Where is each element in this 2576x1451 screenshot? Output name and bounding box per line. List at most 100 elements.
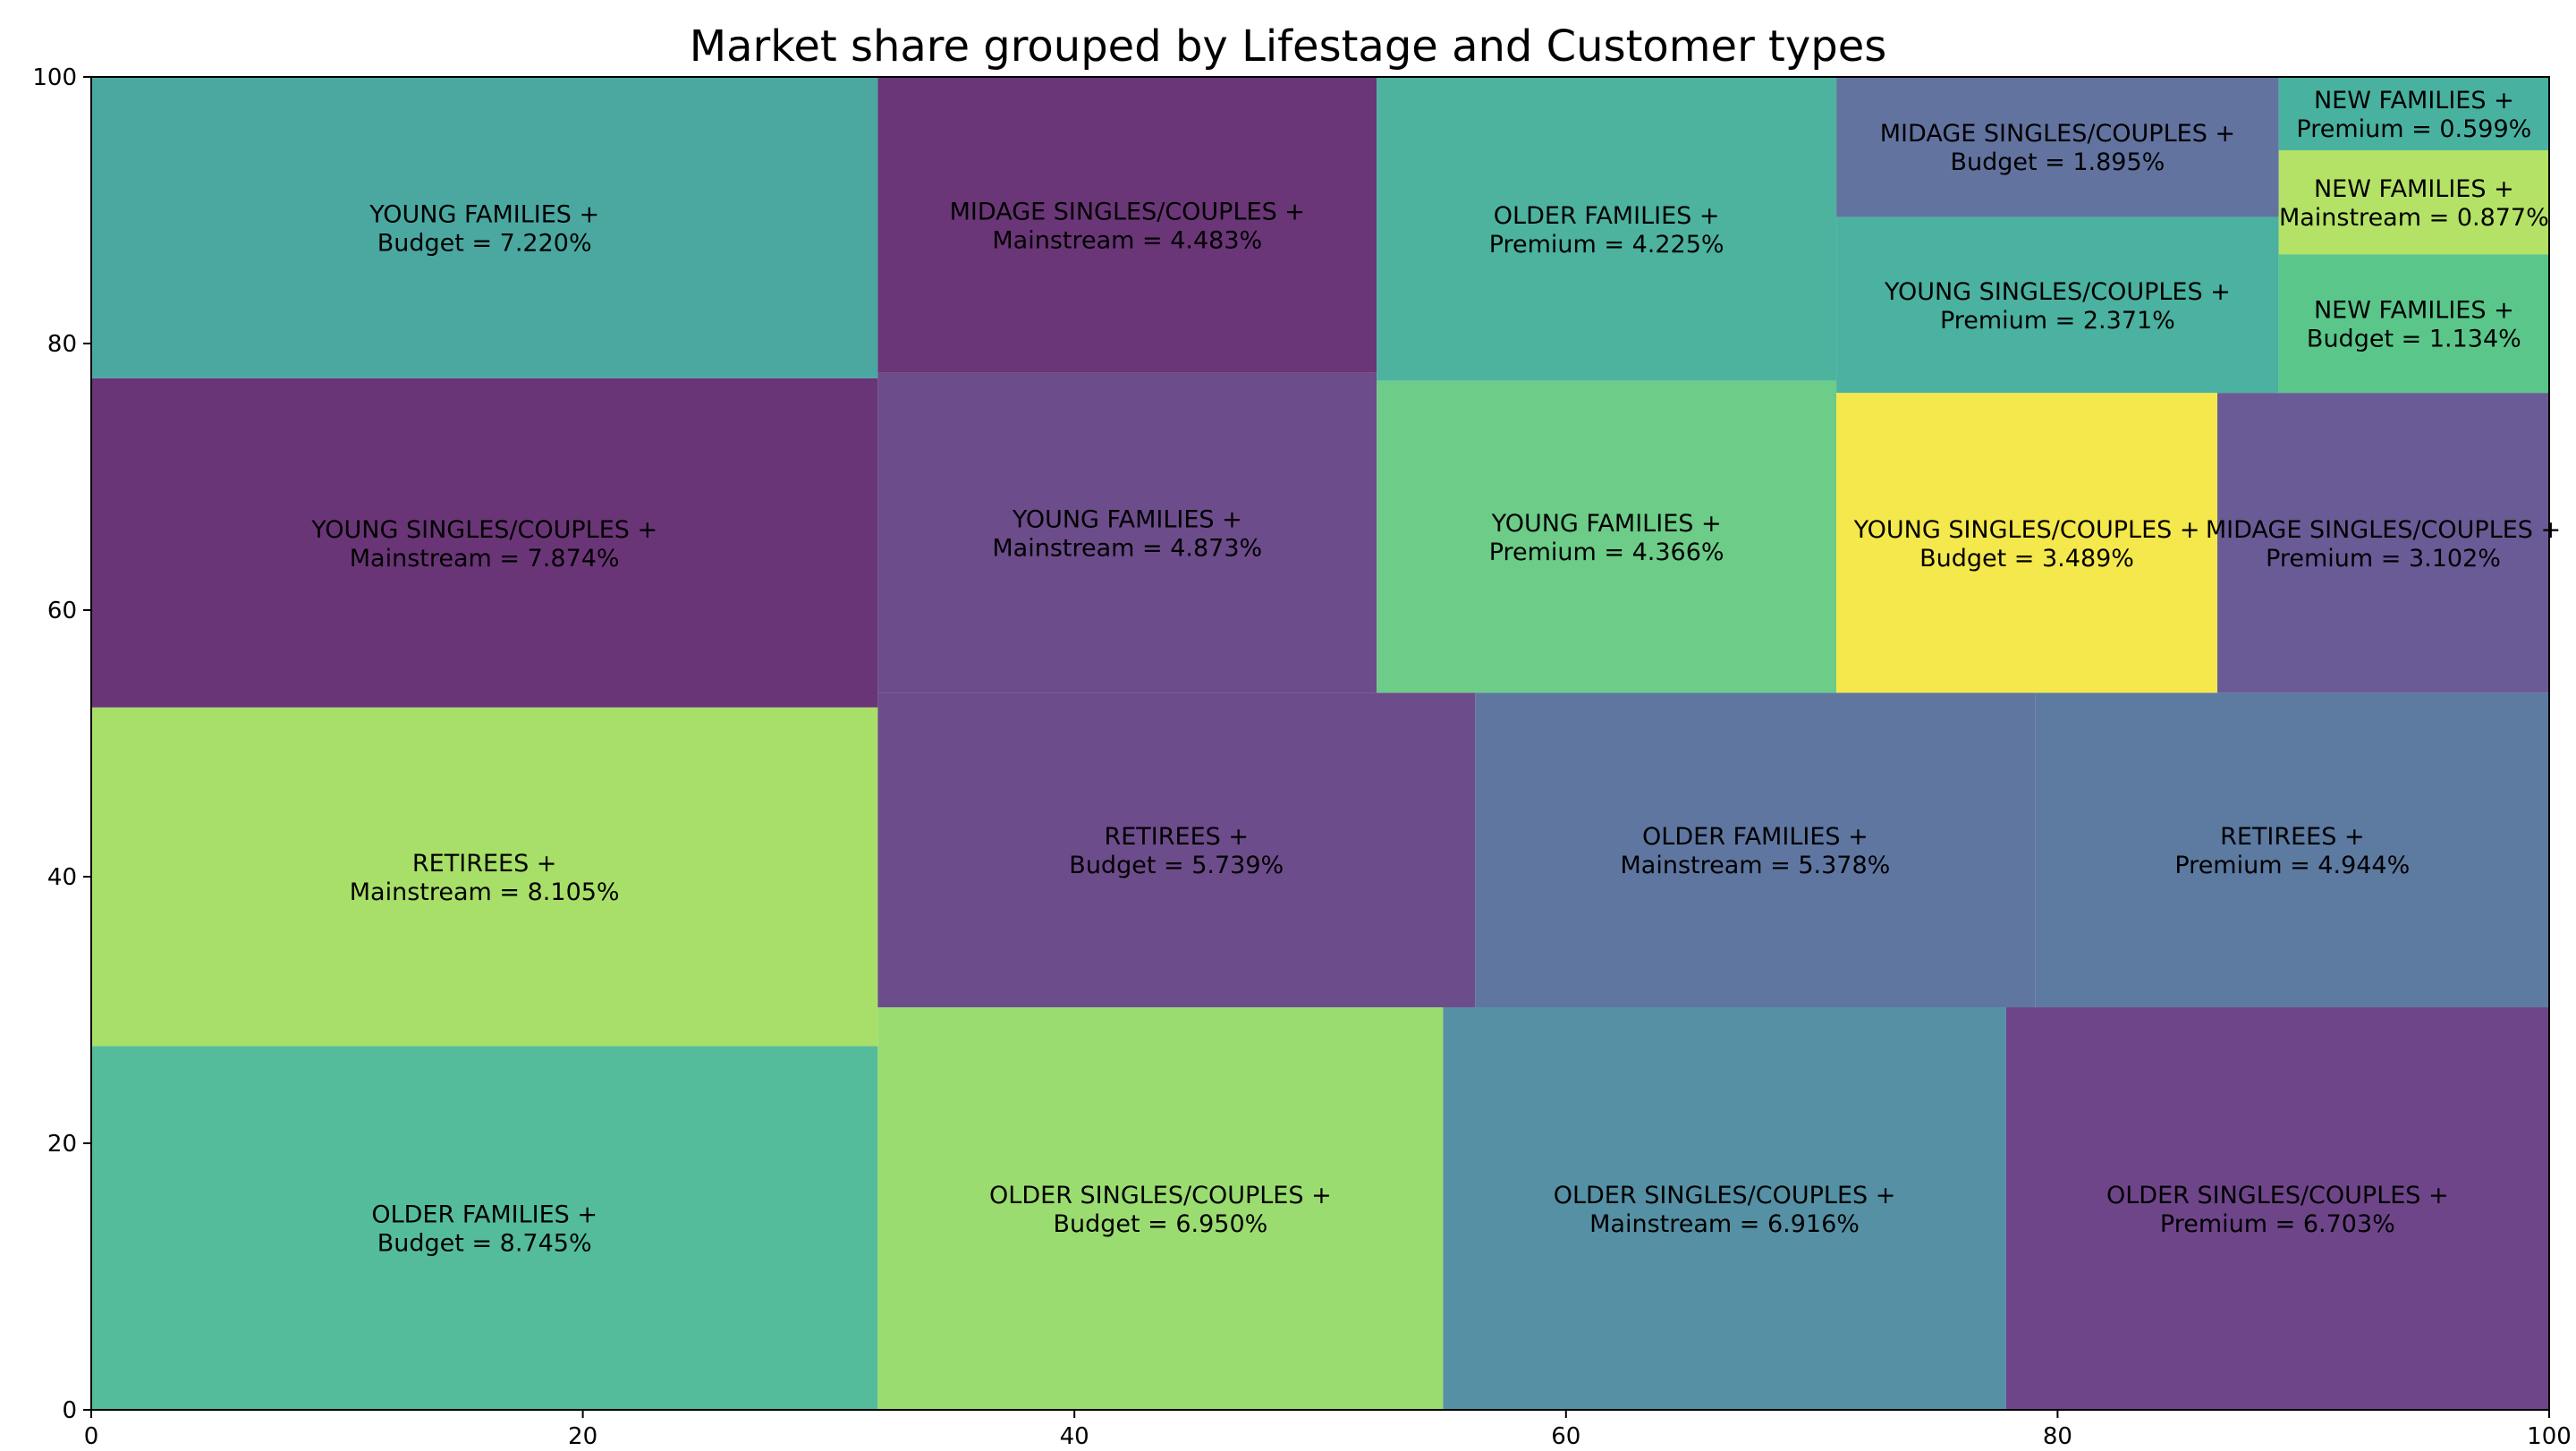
treemap-cell: NEW FAMILIES + Mainstream = 0.877%: [2278, 149, 2549, 255]
treemap-cell-rect: [2035, 692, 2549, 1008]
treemap-cell-label: NEW FAMILIES + Mainstream = 0.877%: [2279, 175, 2549, 232]
cell-label-line1: RETIREES +: [412, 850, 557, 878]
cell-label-line1: OLDER SINGLES/COUPLES +: [2106, 1182, 2449, 1209]
cell-label-line1: OLDER SINGLES/COUPLES +: [989, 1182, 1332, 1209]
cell-label-line2: Budget = 3.489%: [1919, 545, 2134, 573]
y-tick-label: 60: [47, 598, 77, 624]
cell-label-line1: YOUNG SINGLES/COUPLES +: [1884, 278, 2231, 306]
cell-label-line2: Mainstream = 4.483%: [992, 226, 1262, 254]
treemap-cell-rect: [1377, 380, 1837, 693]
y-tick-label: 0: [62, 1397, 77, 1424]
cell-label-line1: OLDER SINGLES/COUPLES +: [1554, 1182, 1896, 1209]
cell-label-line1: NEW FAMILIES +: [2314, 297, 2514, 325]
treemap-cell-rect: [877, 692, 1476, 1008]
treemap-cell-rect: [2005, 1007, 2549, 1410]
cell-label-line2: Budget = 8.745%: [377, 1230, 592, 1258]
y-tick-label: 20: [47, 1131, 77, 1158]
cell-label-line2: Mainstream = 7.874%: [350, 545, 620, 573]
treemap-cell-label: NEW FAMILIES + Premium = 0.599%: [2296, 87, 2531, 143]
treemap-cell: YOUNG SINGLES/COUPLES + Budget = 3.489%: [1836, 393, 2218, 693]
cell-label-line2: Budget = 1.134%: [2307, 326, 2521, 353]
y-tick-label: 40: [47, 864, 77, 891]
chart-title: Market share grouped by Lifestage and Cu…: [690, 21, 1887, 72]
treemap-cell-label: RETIREES + Budget = 5.739%: [1069, 823, 1284, 879]
treemap-cell: YOUNG SINGLES/COUPLES + Mainstream = 7.87…: [91, 378, 878, 708]
treemap-cell: RETIREES + Mainstream = 8.105%: [91, 707, 878, 1047]
cell-label-line2: Premium = 4.944%: [2174, 852, 2410, 879]
x-tick-label: 40: [1060, 1423, 1089, 1450]
treemap-cell: OLDER FAMILIES + Mainstream = 5.378%: [1475, 692, 2036, 1008]
cell-label-line1: YOUNG SINGLES/COUPLES +: [1853, 516, 2200, 544]
cell-label-line2: Premium = 2.371%: [1940, 307, 2175, 335]
treemap-cell: OLDER FAMILIES + Budget = 8.745%: [91, 1046, 878, 1410]
treemap-cell: MIDAGE SINGLES/COUPLES + Budget = 1.895%: [1836, 77, 2279, 217]
treemap-cell-rect: [1377, 77, 1837, 381]
axes-frame: [90, 76, 2550, 1411]
cell-label-line1: OLDER FAMILIES +: [371, 1201, 597, 1229]
treemap-cell-label: RETIREES + Mainstream = 8.105%: [350, 850, 620, 906]
treemap-cell-rect: [877, 372, 1377, 693]
cell-label-line2: Budget = 6.950%: [1053, 1210, 1267, 1238]
treemap-cell-rect: [91, 378, 878, 708]
treemap-cell-label: YOUNG FAMILIES + Premium = 4.366%: [1489, 510, 1724, 566]
treemap-cell-label: OLDER SINGLES/COUPLES + Budget = 6.950%: [989, 1182, 1332, 1238]
cell-label-line2: Mainstream = 6.916%: [1589, 1210, 1860, 1238]
cell-label-line1: MIDAGE SINGLES/COUPLES +: [950, 198, 1305, 225]
treemap-cell: RETIREES + Budget = 5.739%: [877, 692, 1476, 1008]
treemap-cell-rect: [1836, 393, 2218, 693]
treemap-cell-rect: [2278, 254, 2549, 394]
treemap-cell-label: YOUNG SINGLES/COUPLES + Budget = 3.489%: [1853, 516, 2200, 573]
cell-label-line2: Premium = 4.225%: [1489, 231, 1724, 259]
cell-label-line2: Budget = 5.739%: [1069, 852, 1284, 879]
treemap-cell-label: YOUNG FAMILIES + Mainstream = 4.873%: [992, 506, 1262, 563]
cell-label-line2: Mainstream = 0.877%: [2279, 204, 2549, 232]
treemap-cell-label: OLDER FAMILIES + Mainstream = 5.378%: [1620, 823, 1890, 879]
cell-label-line2: Mainstream = 8.105%: [350, 878, 620, 906]
treemap-cell: NEW FAMILIES + Budget = 1.134%: [2278, 254, 2549, 394]
treemap-cell-rect: [877, 77, 1377, 373]
cell-label-line1: NEW FAMILIES +: [2314, 175, 2514, 203]
treemap-cell-rect: [2278, 77, 2549, 150]
cell-label-line1: YOUNG FAMILIES +: [1012, 506, 1242, 534]
cell-label-line1: RETIREES +: [2220, 823, 2365, 851]
treemap-cell-label: NEW FAMILIES + Budget = 1.134%: [2307, 297, 2521, 353]
treemap-cell-rect: [877, 1007, 1444, 1410]
treemap-cell-rect: [1443, 1007, 2006, 1410]
cell-label-line2: Premium = 0.599%: [2296, 115, 2531, 143]
cell-label-line2: Premium = 6.703%: [2160, 1210, 2395, 1238]
cell-label-line1: OLDER FAMILIES +: [1642, 823, 1868, 851]
cell-label-line2: Budget = 1.895%: [1950, 148, 2165, 176]
treemap-cells: OLDER FAMILIES + Budget = 8.745%RETIREES …: [91, 77, 2561, 1410]
cell-label-line2: Mainstream = 4.873%: [992, 535, 1262, 563]
treemap-cell-rect: [91, 77, 878, 378]
treemap-cell-rect: [1836, 77, 2279, 217]
x-tick-label: 0: [84, 1423, 99, 1450]
cell-label-line1: YOUNG FAMILIES +: [369, 200, 599, 228]
cell-label-line1: OLDER FAMILIES +: [1494, 202, 1720, 230]
cell-label-line1: MIDAGE SINGLES/COUPLES +: [2206, 516, 2561, 544]
treemap-cell-label: OLDER SINGLES/COUPLES + Premium = 6.703%: [2106, 1182, 2449, 1238]
treemap-cell-label: OLDER SINGLES/COUPLES + Mainstream = 6.91…: [1554, 1182, 1896, 1238]
treemap-cell-label: OLDER FAMILIES + Budget = 8.745%: [371, 1201, 597, 1258]
treemap-cell-label: MIDAGE SINGLES/COUPLES + Budget = 1.895%: [1880, 120, 2235, 176]
treemap-cell-label: YOUNG SINGLES/COUPLES + Mainstream = 7.87…: [310, 516, 657, 573]
cell-label-line1: YOUNG SINGLES/COUPLES +: [310, 516, 657, 544]
treemap-cell: MIDAGE SINGLES/COUPLES + Mainstream = 4.4…: [877, 77, 1377, 373]
treemap-cell: RETIREES + Premium = 4.944%: [2035, 692, 2549, 1008]
cell-label-line1: RETIREES +: [1104, 823, 1249, 851]
treemap-cell: MIDAGE SINGLES/COUPLES + Premium = 3.102%: [2206, 393, 2561, 693]
treemap-cell-rect: [91, 707, 878, 1047]
cell-label-line1: NEW FAMILIES +: [2314, 87, 2514, 115]
treemap-cell-label: RETIREES + Premium = 4.944%: [2174, 823, 2410, 879]
treemap-cell-rect: [91, 1046, 878, 1410]
treemap-cell: NEW FAMILIES + Premium = 0.599%: [2278, 77, 2549, 150]
y-tick-label: 80: [47, 331, 77, 358]
treemap-cell: YOUNG FAMILIES + Mainstream = 4.873%: [877, 372, 1377, 693]
treemap-cell: OLDER SINGLES/COUPLES + Premium = 6.703%: [2005, 1007, 2549, 1410]
treemap-cell-rect: [1475, 692, 2036, 1008]
cell-label-line1: YOUNG FAMILIES +: [1491, 510, 1722, 538]
chart-axes: 0 20 40 60 80 100 0 20 40 60 80 100: [32, 64, 2571, 1450]
treemap-cell: YOUNG SINGLES/COUPLES + Premium = 2.371%: [1836, 216, 2279, 394]
treemap-cell: OLDER FAMILIES + Premium = 4.225%: [1377, 77, 1837, 381]
treemap-cell-label: OLDER FAMILIES + Premium = 4.225%: [1489, 202, 1724, 259]
